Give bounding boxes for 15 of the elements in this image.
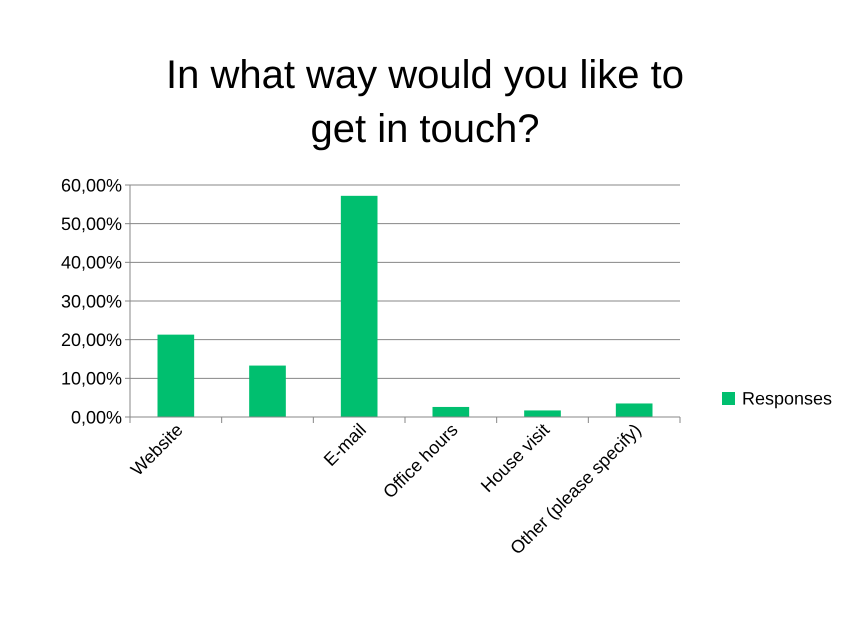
- bar: [524, 410, 561, 417]
- bar: [249, 366, 286, 417]
- y-tick-label: 10,00%: [60, 368, 122, 389]
- y-tick-label: 30,00%: [60, 291, 122, 312]
- legend-label: Responses: [742, 388, 832, 408]
- y-tick-label: 50,00%: [60, 214, 122, 234]
- bar: [432, 406, 470, 417]
- y-tick-label: 60,00%: [60, 175, 122, 196]
- y-tick-label: 20,00%: [60, 330, 122, 350]
- bar: [340, 196, 378, 417]
- bar: [158, 334, 194, 417]
- y-tick-label: 40,00%: [60, 252, 122, 273]
- bar: [616, 403, 652, 417]
- chart-title: In what way would you like to get in touch?: [166, 53, 684, 151]
- y-tick-label: 0,00%: [70, 407, 122, 428]
